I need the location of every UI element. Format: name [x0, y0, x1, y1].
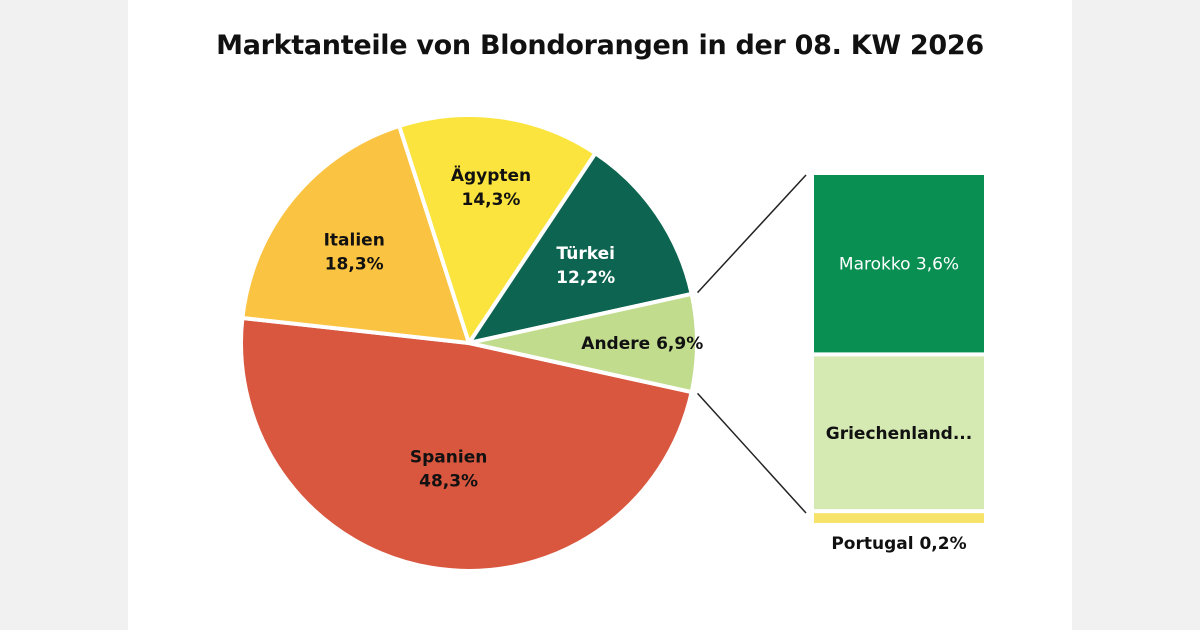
chart-card: Marktanteile von Blondorangen in der 08.… [128, 0, 1072, 630]
chart-title: Marktanteile von Blondorangen in der 08.… [216, 30, 984, 61]
pie-chart: Spanien 48,3% Italien 18,3% Ägypten 14,3% Türk… [239, 113, 984, 573]
breakdown-label-griechenland: Griechenland... [826, 424, 972, 444]
slice-name-spanien: Spanien [410, 448, 487, 468]
pie-slice-italien [240, 123, 471, 345]
breakdown-label-marokko: Marokko 3,6% [839, 255, 959, 275]
slice-name-agypten: Ägypten [451, 164, 531, 186]
breakdown-segment-portugal [814, 513, 984, 523]
breakdown-segment-marokko [814, 175, 984, 353]
slice-value-spanien: 48,3% [419, 472, 478, 492]
pie-slice-andere [467, 291, 699, 395]
slice-value-turkei: 12,2% [556, 268, 615, 288]
slice-name-italien: Italien [324, 230, 385, 250]
slice-label-andere: Andere 6,9% [581, 334, 703, 354]
pie-slice-spanien [239, 315, 694, 573]
pie-slice-turkei [467, 151, 694, 345]
connector-line-bottom [696, 392, 807, 514]
pie-slice-agypten [397, 113, 598, 345]
breakdown-segment-griechenland [814, 356, 984, 510]
breakdown-label-portugal: Portugal 0,2% [831, 534, 966, 554]
slice-name-turkei: Türkei [556, 244, 615, 264]
slice-value-italien: 18,3% [325, 254, 384, 274]
slice-value-agypten: 14,3% [461, 190, 520, 210]
connector-line-top [696, 174, 807, 294]
